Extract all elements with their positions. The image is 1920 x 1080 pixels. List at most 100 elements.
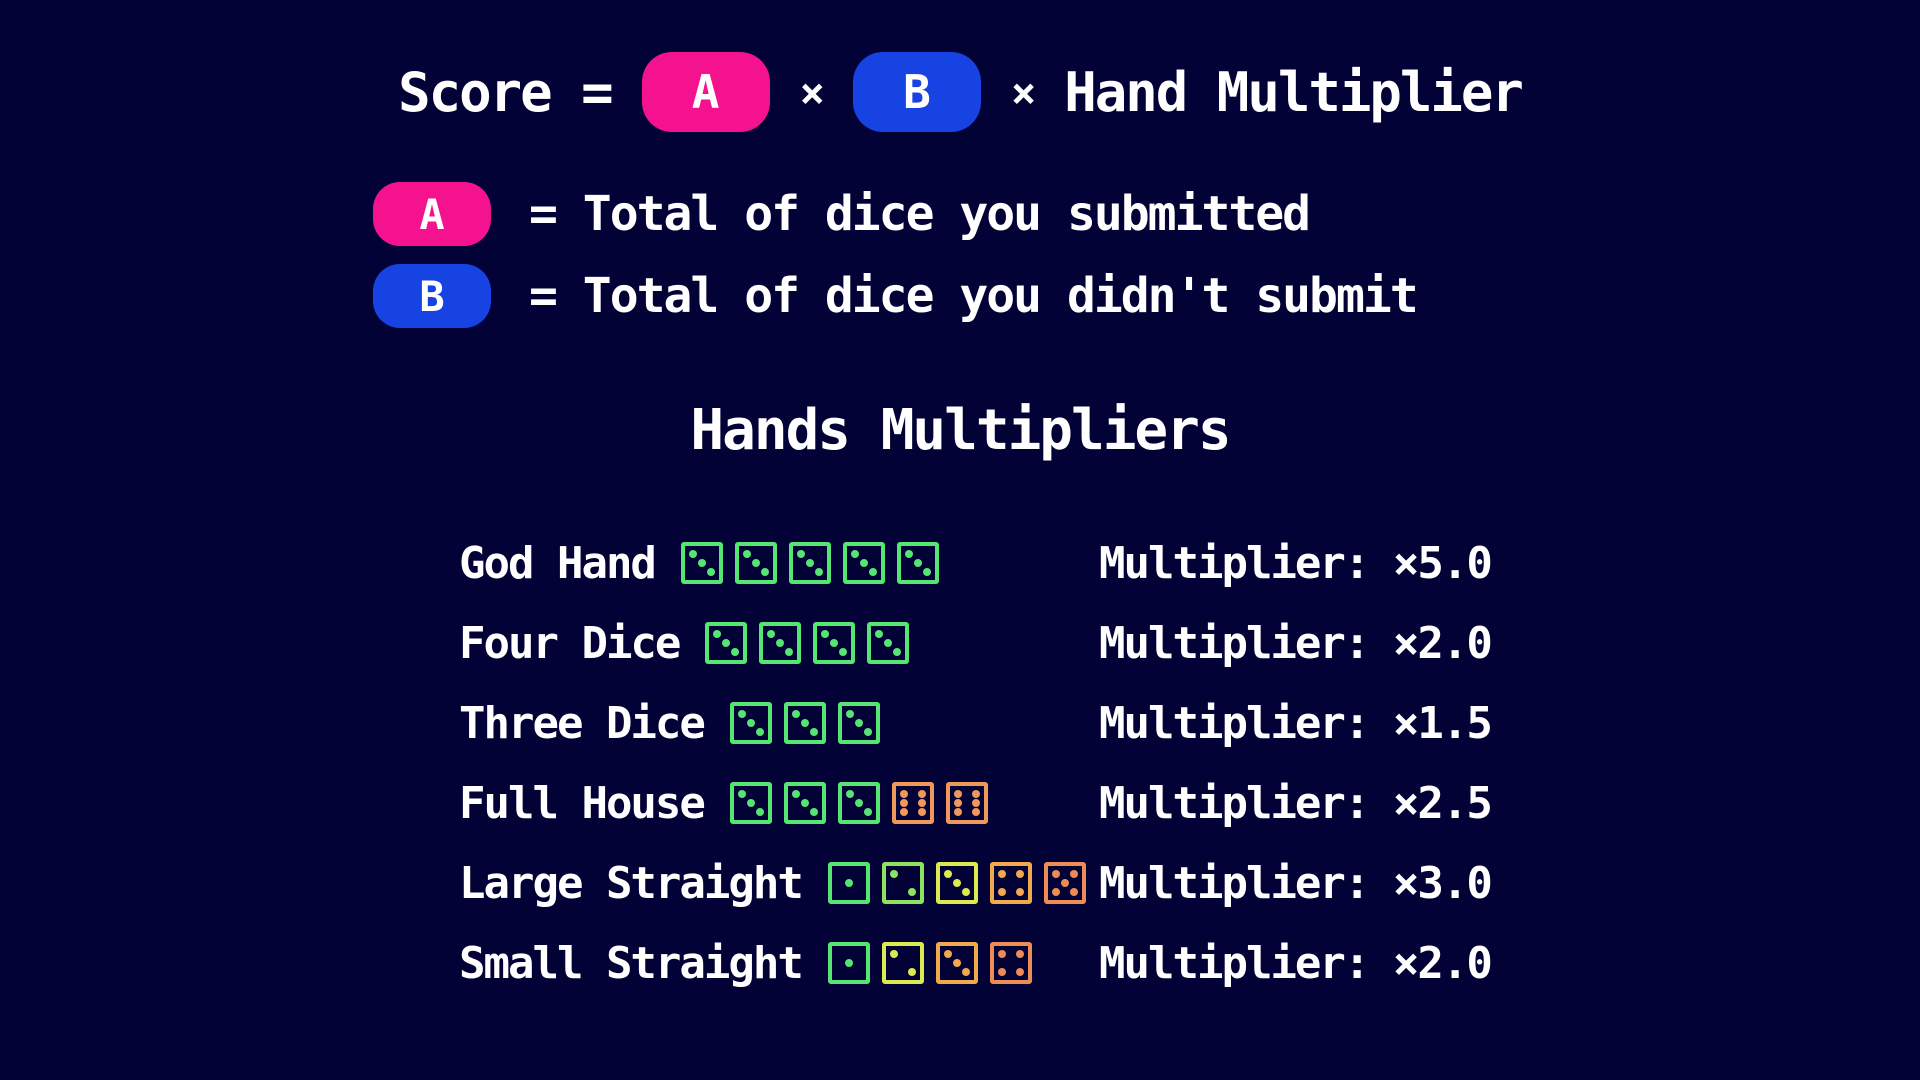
die-pip <box>1069 870 1078 878</box>
die-pip <box>943 950 952 958</box>
dice-group <box>729 702 880 744</box>
die-pip <box>953 790 962 798</box>
die-pip <box>688 550 697 558</box>
dice-group <box>680 542 939 584</box>
die-pip <box>737 790 746 798</box>
die-pip <box>854 799 863 807</box>
hand-name: Three Dice <box>459 697 706 749</box>
die-3-icon <box>705 622 748 664</box>
die-pip <box>953 799 962 807</box>
score-equals-label: Score = <box>398 60 614 124</box>
hand-row-god-hand: God Hand Multiplier: ×5.0 <box>459 523 1493 603</box>
die-pip <box>796 550 805 558</box>
die-pip <box>971 808 980 816</box>
die-pip <box>917 808 926 816</box>
die-pip <box>971 799 980 807</box>
badge-b: B <box>373 264 491 328</box>
section-title: Hands Multipliers <box>690 398 1231 463</box>
multiply-icon: × <box>1010 67 1036 117</box>
hand-left-small-straight: Small Straight <box>459 938 1099 989</box>
die-pip <box>863 728 872 736</box>
die-pip <box>854 719 863 727</box>
die-pip <box>961 968 970 976</box>
die-3-icon <box>729 782 772 824</box>
die-pip <box>917 790 926 798</box>
die-pip <box>1015 968 1024 976</box>
die-pip <box>722 639 731 647</box>
die-pip <box>809 808 818 816</box>
hand-multiplier: Multiplier: ×2.5 <box>1099 777 1493 829</box>
die-4-icon <box>989 862 1032 904</box>
hand-left-full-house: Full House <box>459 778 1099 829</box>
dice-group <box>827 862 1086 904</box>
die-pip <box>913 559 922 567</box>
die-pip <box>731 648 740 656</box>
die-pip <box>791 710 800 718</box>
dice-group <box>827 942 1032 984</box>
hand-multiplier-label: Hand Multiplier <box>1064 60 1524 124</box>
die-3-icon <box>935 862 978 904</box>
die-3-icon <box>783 702 826 744</box>
die-pip <box>746 799 755 807</box>
die-pip <box>1015 888 1024 896</box>
die-pip <box>889 950 898 958</box>
hand-multiplier: Multiplier: ×5.0 <box>1099 537 1493 589</box>
die-pip <box>893 648 902 656</box>
hand-left-god-hand: God Hand <box>459 538 1099 589</box>
die-pip <box>844 879 853 887</box>
die-pip <box>751 559 760 567</box>
die-pip <box>850 550 859 558</box>
die-pip <box>776 639 785 647</box>
die-5-icon <box>1043 862 1086 904</box>
die-pip <box>859 559 868 567</box>
die-pip <box>713 630 722 638</box>
die-pip <box>791 790 800 798</box>
multiply-icon: × <box>799 67 825 117</box>
badge-a: A <box>641 52 770 132</box>
hand-left-large-straight: Large Straight <box>459 858 1099 909</box>
legend-text-b: = Total of dice you didn't submit <box>529 268 1419 324</box>
die-pip <box>737 710 746 718</box>
dice-group <box>705 622 910 664</box>
die-pip <box>767 630 776 638</box>
hand-multiplier: Multiplier: ×2.0 <box>1099 937 1493 989</box>
legend-row-a: A = Total of dice you submitted <box>373 182 1417 246</box>
hand-name: Small Straight <box>459 937 804 989</box>
die-3-icon <box>680 542 723 584</box>
die-pip <box>706 568 715 576</box>
die-pip <box>863 808 872 816</box>
die-pip <box>805 559 814 567</box>
score-formula: Score = A × B × Hand Multiplier <box>0 52 1920 132</box>
die-pip <box>961 888 970 896</box>
die-3-icon <box>788 542 831 584</box>
die-6-icon <box>945 782 988 824</box>
die-3-icon <box>837 702 880 744</box>
die-pip <box>845 790 854 798</box>
die-pip <box>814 568 823 576</box>
die-3-icon <box>734 542 777 584</box>
die-3-icon <box>759 622 802 664</box>
die-pip <box>907 968 916 976</box>
die-pip <box>809 728 818 736</box>
die-2-icon <box>881 942 924 984</box>
die-pip <box>922 568 931 576</box>
die-3-icon <box>867 622 910 664</box>
legend-row-b: B = Total of dice you didn't submit <box>373 264 1419 328</box>
die-4-icon <box>989 942 1032 984</box>
badge-a: A <box>373 182 491 246</box>
die-pip <box>755 808 764 816</box>
die-1-icon <box>827 942 870 984</box>
die-pip <box>821 630 830 638</box>
die-pip <box>845 710 854 718</box>
die-pip <box>760 568 769 576</box>
die-pip <box>917 799 926 807</box>
die-pip <box>697 559 706 567</box>
die-pip <box>899 790 908 798</box>
die-pip <box>884 639 893 647</box>
badge-b: B <box>852 52 981 132</box>
die-pip <box>997 950 1006 958</box>
legend-text-a: = Total of dice you submitted <box>529 186 1311 242</box>
hand-name: Four Dice <box>459 617 681 669</box>
die-pip <box>875 630 884 638</box>
die-pip <box>746 719 755 727</box>
